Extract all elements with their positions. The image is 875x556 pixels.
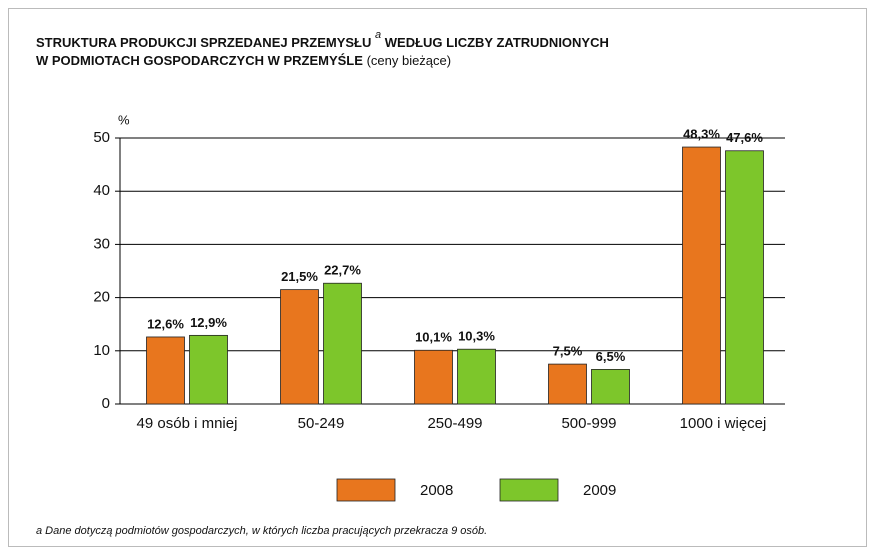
- legend-swatch: [336, 478, 396, 502]
- bar: [591, 369, 630, 405]
- y-tick-label: 20: [93, 289, 110, 306]
- value-label: 21,5%: [281, 269, 318, 284]
- x-tick-label: 49 osób i mniej: [137, 415, 238, 432]
- title-part: STRUKTURA PRODUKCJI SPRZEDANEJ PRZEMYSŁU: [36, 35, 371, 50]
- title-part: W PODMIOTACH GOSPODARCZYCH W PRZEMYŚLE: [36, 53, 363, 68]
- footnote: a Dane dotyczą podmiotów gospodarczych, …: [36, 525, 487, 537]
- legend-label: 2009: [583, 482, 616, 499]
- legend-swatch: [499, 478, 559, 502]
- value-label: 12,9%: [190, 315, 227, 330]
- bar: [548, 363, 587, 405]
- y-tick-label: 40: [93, 182, 110, 199]
- value-label: 12,6%: [147, 316, 184, 331]
- frame: [8, 8, 867, 547]
- value-label: 6,5%: [596, 349, 626, 364]
- y-tick-label: 50: [93, 129, 110, 146]
- bar: [457, 348, 496, 405]
- bar: [414, 349, 453, 405]
- value-label: 7,5%: [553, 344, 583, 359]
- x-tick-label: 50-249: [298, 415, 345, 432]
- x-tick-label: 250-499: [427, 415, 482, 432]
- y-tick-label: 30: [93, 235, 110, 252]
- bar: [189, 334, 228, 405]
- chart-title-line2: W PODMIOTACH GOSPODARCZYCH W PRZEMYŚLE (…: [36, 53, 451, 68]
- y-tick-label: 10: [93, 342, 110, 359]
- title-part: WEDŁUG LICZBY ZATRUDNIONYCH: [385, 35, 609, 50]
- x-tick-label: 500-999: [561, 415, 616, 432]
- value-label: 47,6%: [726, 130, 763, 145]
- value-label: 48,3%: [683, 126, 720, 141]
- chart-title: STRUKTURA PRODUKCJI SPRZEDANEJ PRZEMYSŁU…: [36, 26, 609, 50]
- value-label: 22,7%: [324, 263, 361, 278]
- value-label: 10,1%: [415, 330, 452, 345]
- subtitle: (ceny bieżące): [367, 53, 452, 68]
- bar: [725, 150, 764, 405]
- bar: [146, 336, 185, 405]
- bar: [682, 146, 721, 405]
- title-superscript: a: [375, 29, 381, 41]
- x-tick-label: 1000 i więcej: [680, 415, 767, 432]
- bar: [323, 282, 362, 405]
- y-tick-label: 0: [102, 395, 110, 412]
- value-label: 10,3%: [458, 329, 495, 344]
- y-axis-label: %: [118, 112, 130, 127]
- bar: [280, 289, 319, 405]
- legend-label: 2008: [420, 482, 453, 499]
